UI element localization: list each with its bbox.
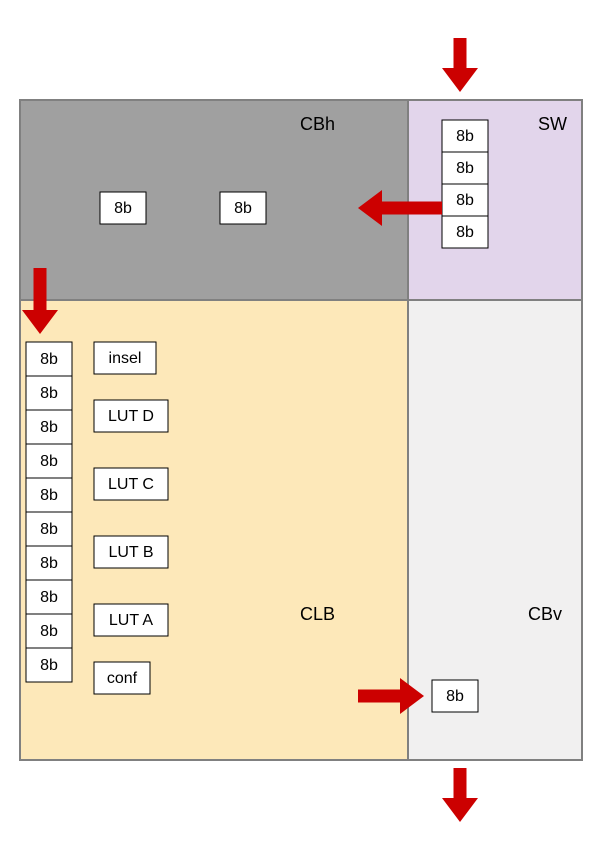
clb-8b-box-7: 8b [26, 580, 72, 614]
clb-config-box-5: conf [94, 662, 150, 694]
cbh-8b-box-1-label: 8b [234, 200, 252, 217]
sw-8b-box-2: 8b [442, 184, 488, 216]
clb-8b-box-1-label: 8b [40, 385, 58, 402]
cbh-8b-box-1: 8b [220, 192, 266, 224]
arrow-bottom-down [442, 768, 478, 822]
region-clb-label: CLB [300, 604, 335, 624]
clb-8b-box-8-label: 8b [40, 623, 58, 640]
clb-config-box-2: LUT C [94, 468, 168, 500]
clb-config-box-4: LUT A [94, 604, 168, 636]
sw-8b-box-1: 8b [442, 152, 488, 184]
clb-8b-box-7-label: 8b [40, 589, 58, 606]
clb-8b-box-8: 8b [26, 614, 72, 648]
clb-config-box-1: LUT D [94, 400, 168, 432]
clb-config-box-0-label: insel [109, 350, 142, 367]
clb-config-box-3-label: LUT B [108, 544, 153, 561]
clb-8b-box-9-label: 8b [40, 657, 58, 674]
clb-config-box-1-label: LUT D [108, 408, 154, 425]
clb-config-box-5-label: conf [107, 670, 138, 687]
cbh-8b-box-0-label: 8b [114, 200, 132, 217]
sw-8b-box-3-label: 8b [456, 224, 474, 241]
region-cbh-label: CBh [300, 114, 335, 134]
clb-8b-box-1: 8b [26, 376, 72, 410]
region-sw: SW [408, 100, 582, 300]
sw-8b-box-0: 8b [442, 120, 488, 152]
sw-8b-box-0-label: 8b [456, 128, 474, 145]
clb-8b-box-0: 8b [26, 342, 72, 376]
clb-8b-box-4: 8b [26, 478, 72, 512]
arrow-top-down [442, 38, 478, 92]
region-cbh: CBh [20, 100, 408, 300]
clb-8b-box-4-label: 8b [40, 487, 58, 504]
clb-8b-box-3: 8b [26, 444, 72, 478]
clb-8b-box-9: 8b [26, 648, 72, 682]
sw-8b-box-3: 8b [442, 216, 488, 248]
clb-8b-box-2: 8b [26, 410, 72, 444]
clb-config-box-3: LUT B [94, 536, 168, 568]
clb-config-box-0: insel [94, 342, 156, 374]
clb-8b-box-6: 8b [26, 546, 72, 580]
region-sw-label: SW [538, 114, 567, 134]
clb-config-box-2-label: LUT C [108, 476, 154, 493]
sw-8b-box-1-label: 8b [456, 160, 474, 177]
clb-8b-box-6-label: 8b [40, 555, 58, 572]
region-clb: CLB [20, 300, 408, 760]
clb-8b-box-5-label: 8b [40, 521, 58, 538]
clb-8b-box-5: 8b [26, 512, 72, 546]
sw-8b-box-2-label: 8b [456, 192, 474, 209]
cbv-8b-box: 8b [432, 680, 478, 712]
region-cbv-label: CBv [528, 604, 562, 624]
clb-8b-box-3-label: 8b [40, 453, 58, 470]
cbh-8b-box-0: 8b [100, 192, 146, 224]
clb-8b-box-0-label: 8b [40, 351, 58, 368]
cbv-8b-box-label: 8b [446, 688, 464, 705]
clb-config-box-4-label: LUT A [109, 612, 154, 629]
clb-8b-box-2-label: 8b [40, 419, 58, 436]
